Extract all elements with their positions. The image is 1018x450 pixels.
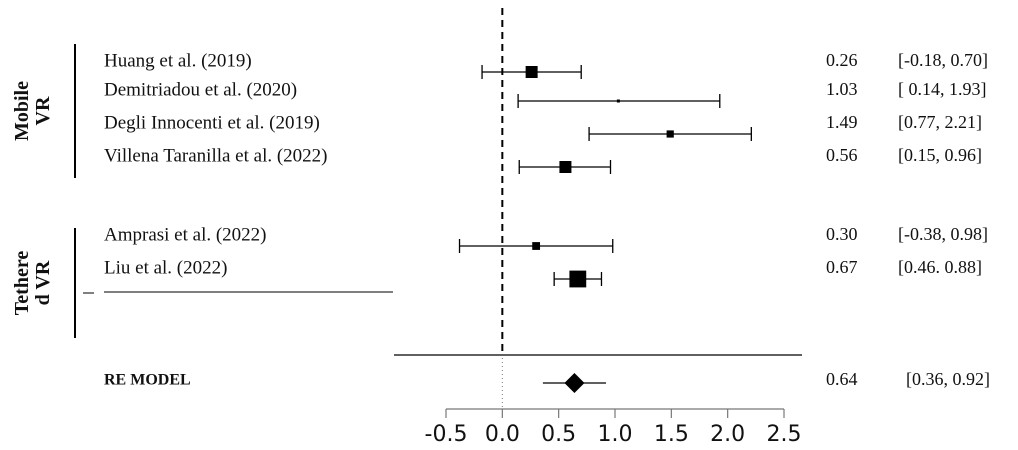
plot-lines [74, 8, 802, 418]
point-estimate [666, 130, 674, 138]
study-name: Demitriadou et al. (2020) [104, 79, 297, 100]
x-tick-label: 2.0 [710, 422, 745, 447]
estimate-value: 0.56 [826, 145, 858, 165]
x-tick-label: -0.5 [425, 422, 468, 447]
point-estimate [532, 242, 541, 250]
summary-estimate: 0.64 [826, 369, 858, 389]
estimate-value: 0.67 [826, 257, 858, 277]
plot-marks [458, 65, 752, 393]
estimate-value: 1.49 [826, 112, 858, 132]
ci-value: [-0.38, 0.98] [898, 224, 988, 244]
ci-value: [0.46. 0.88] [898, 257, 982, 277]
point-estimate [616, 99, 620, 103]
x-tick-label: 1.0 [598, 422, 633, 447]
estimate-value: 1.03 [826, 79, 858, 99]
group-label-line: Mobile [11, 81, 33, 141]
estimate-value: 0.26 [826, 50, 858, 70]
point-estimate [525, 66, 538, 78]
study-name: Huang et al. (2019) [104, 50, 252, 71]
x-tick-label: 1.5 [654, 422, 689, 447]
ci-value: [0.77, 2.21] [898, 112, 982, 132]
study-name: Liu et al. (2022) [104, 257, 227, 278]
x-tick-label: 2.5 [767, 422, 802, 447]
study-name: Amprasi et al. (2022) [104, 224, 267, 245]
x-tick-label: 0.0 [485, 422, 520, 447]
point-estimate [559, 161, 572, 173]
group-label-line: VR [32, 96, 54, 125]
study-name: Villena Taranilla et al. (2022) [104, 145, 328, 166]
study-name: Degli Innocenti et al. (2019) [104, 112, 320, 133]
point-estimate [569, 270, 587, 288]
ci-value: [-0.18, 0.70] [898, 50, 988, 70]
summary-diamond [564, 373, 585, 393]
estimate-value: 0.30 [826, 224, 858, 244]
ci-value: [0.15, 0.96] [898, 145, 982, 165]
x-tick-label: 0.5 [541, 422, 576, 447]
summary-name: RE MODEL [104, 372, 191, 389]
summary-ci: [0.36, 0.92] [906, 369, 990, 389]
group-label-line: Tethere [11, 251, 33, 316]
ci-value: [ 0.14, 1.93] [898, 79, 987, 99]
group-label: Tethered VR [11, 251, 54, 316]
plot-text: MobileVR Tethered VR Huang et al. (2019) 0.… [11, 50, 990, 447]
group-label: MobileVR [11, 81, 54, 141]
group-label-line: d VR [32, 260, 54, 305]
